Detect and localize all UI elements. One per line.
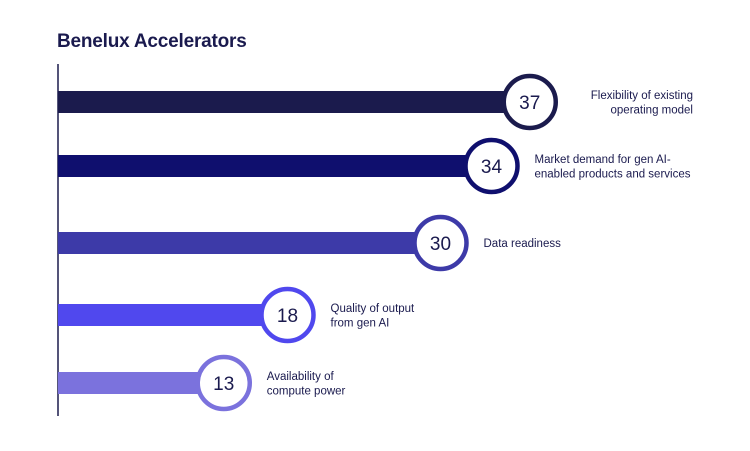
data-label: 13 [213,374,234,395]
bar [58,91,530,113]
value-circle [195,354,252,412]
category-label: Market demand for gen AI- [535,154,671,166]
category-label: from gen AI [331,317,390,329]
category-label: Quality of output [331,303,416,315]
category-label: enabled products and services [535,168,691,180]
value-circle [412,214,469,272]
value-circle [463,137,520,195]
bar [58,372,224,394]
value-circle [501,73,558,131]
bar [58,232,441,254]
data-label: 34 [481,157,503,178]
category-label: Flexibility of existing [591,90,693,102]
data-label: 18 [277,306,298,327]
bar [58,304,288,326]
category-label: Availability of [267,371,335,383]
category-label: compute power [267,385,346,397]
data-label: 30 [430,234,451,255]
data-label: 37 [519,93,540,114]
category-label: operating model [611,104,693,116]
bar [58,155,492,177]
chart-title: Benelux Accelerators [57,31,247,52]
category-label: Data readiness [484,238,562,250]
value-circle [259,286,316,344]
